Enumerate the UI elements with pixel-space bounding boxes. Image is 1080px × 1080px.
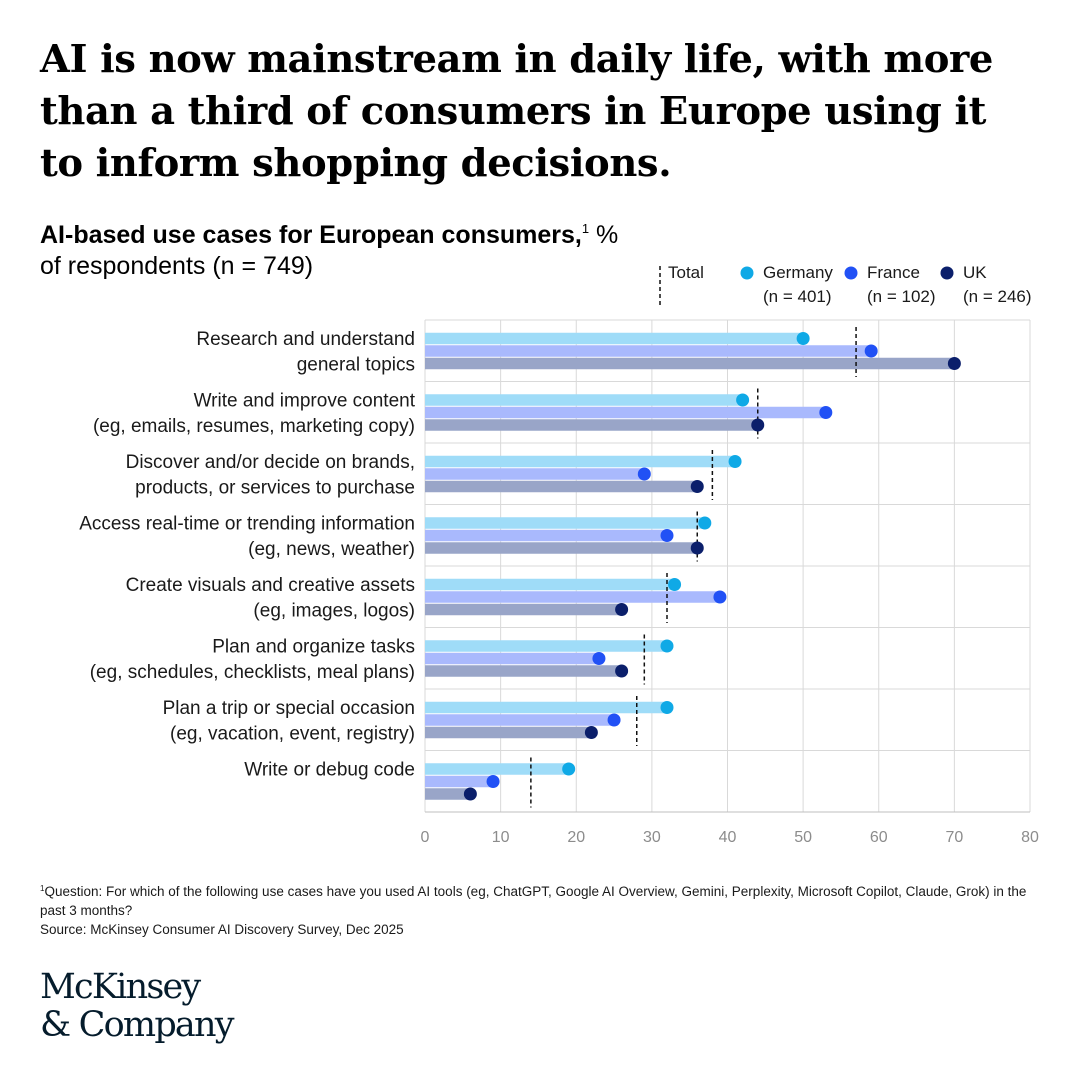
bar-uk [425,665,622,677]
bar-uk [425,542,698,554]
x-tick-label: 10 [492,829,510,846]
category-label: Research and understand [196,329,415,350]
x-tick-label: 70 [945,829,963,846]
bar-france [425,406,826,419]
bar-uk [425,419,758,431]
bar-uk [425,357,955,370]
x-tick-label: 80 [1021,829,1039,846]
category-label: general topics [297,355,415,376]
footnotes: 1Question: For which of the following us… [40,882,1050,939]
dot-france [819,406,833,419]
bar-france [425,775,494,788]
dot-france [864,344,878,358]
dot-germany [796,332,810,345]
legend-france-label: France [867,263,920,282]
category-label: (eg, schedules, checklists, meal plans) [90,662,415,683]
x-tick-label: 60 [870,829,888,846]
subtitle-footnote-ref: 1 [581,221,590,236]
footnote-mark: 1 [40,884,45,893]
category-label: Plan a trip or special occasion [163,698,415,719]
bar-france [425,591,720,603]
category-label: (eg, images, logos) [253,601,415,622]
subtitle-bold: AI-based use cases for European consumer… [40,221,582,249]
legend-france-dot [844,266,858,280]
bar-uk [425,726,592,739]
dot-france [607,713,621,727]
footnote-question: 1Question: For which of the following us… [40,882,1050,920]
dot-uk [751,418,765,432]
category-label: Write or debug code [244,760,415,781]
dot-germany [736,393,750,407]
dot-germany [728,455,742,468]
legend-total-label: Total [668,263,704,282]
dot-france [486,775,500,788]
bar-france [425,468,645,480]
category-label: (eg, emails, resumes, marketing copy) [93,416,415,437]
bar-uk [425,603,622,616]
bar-france [425,652,599,665]
bar-uk [425,480,698,493]
legend-germany-n: (n = 401) [763,287,832,306]
bar-germany [425,763,569,775]
category-label: (eg, vacation, event, registry) [170,724,415,745]
dot-germany [660,639,674,653]
subtitle-rest: % of respondents (n = 749) [40,221,619,280]
dot-uk [690,541,704,555]
category-label: Plan and organize tasks [212,637,415,658]
legend-uk-label: UK [963,263,987,282]
category-label: Create visuals and creative assets [126,575,415,596]
category-label: Access real-time or trending information [79,514,415,535]
bar-germany [425,394,743,406]
legend-germany-label: Germany [763,263,833,282]
legend-uk-dot [940,266,954,280]
dot-france [592,652,606,665]
dot-uk [615,664,629,678]
bar-france [425,345,872,357]
logo-line-1: McKinsey [40,967,201,1007]
legend-germany-dot [740,266,754,280]
bar-germany [425,701,667,714]
x-tick-label: 50 [794,829,812,846]
bar-france [425,714,615,726]
chart-subtitle: AI-based use cases for European consumer… [40,220,640,282]
footnote-source: Source: McKinsey Consumer AI Discovery S… [40,922,404,937]
x-tick-label: 20 [567,829,585,846]
bar-germany [425,332,804,345]
category-label: Write and improve content [194,391,416,412]
bar-france [425,529,667,542]
bar-uk [425,788,471,800]
logo-line-2: & Company [40,1005,235,1045]
bar-germany [425,578,675,591]
category-label: products, or services to purchase [135,478,415,499]
category-label: Discover and/or decide on brands, [126,452,415,473]
legend-france-n: (n = 102) [867,287,936,306]
dot-france [637,467,651,481]
bar-germany [425,517,705,529]
dot-germany [562,762,576,776]
x-tick-label: 30 [643,829,661,846]
bar-germany [425,455,736,468]
dot-germany [660,701,674,714]
dot-uk [690,480,704,493]
x-tick-label: 0 [421,829,430,846]
bar-germany [425,640,667,652]
dot-uk [463,787,477,801]
bar-chart: 0 10 20 30 40 50 60 70 80 Research and understand… [79,263,1039,846]
dot-uk [615,603,629,616]
dot-uk [947,357,961,370]
category-label: (eg, news, weather) [248,539,415,560]
mckinsey-logo: McKinsey & Company [40,967,235,1045]
headline: AI is now mainstream in daily life, with… [40,37,993,186]
legend-uk-n: (n = 246) [963,287,1032,306]
dot-germany [668,578,682,591]
dot-uk [584,726,598,739]
x-tick-label: 40 [719,829,737,846]
dot-france [660,529,674,542]
footnote-question-text: Question: For which of the following use… [40,884,1027,918]
dot-germany [698,516,712,530]
dot-france [713,590,727,604]
